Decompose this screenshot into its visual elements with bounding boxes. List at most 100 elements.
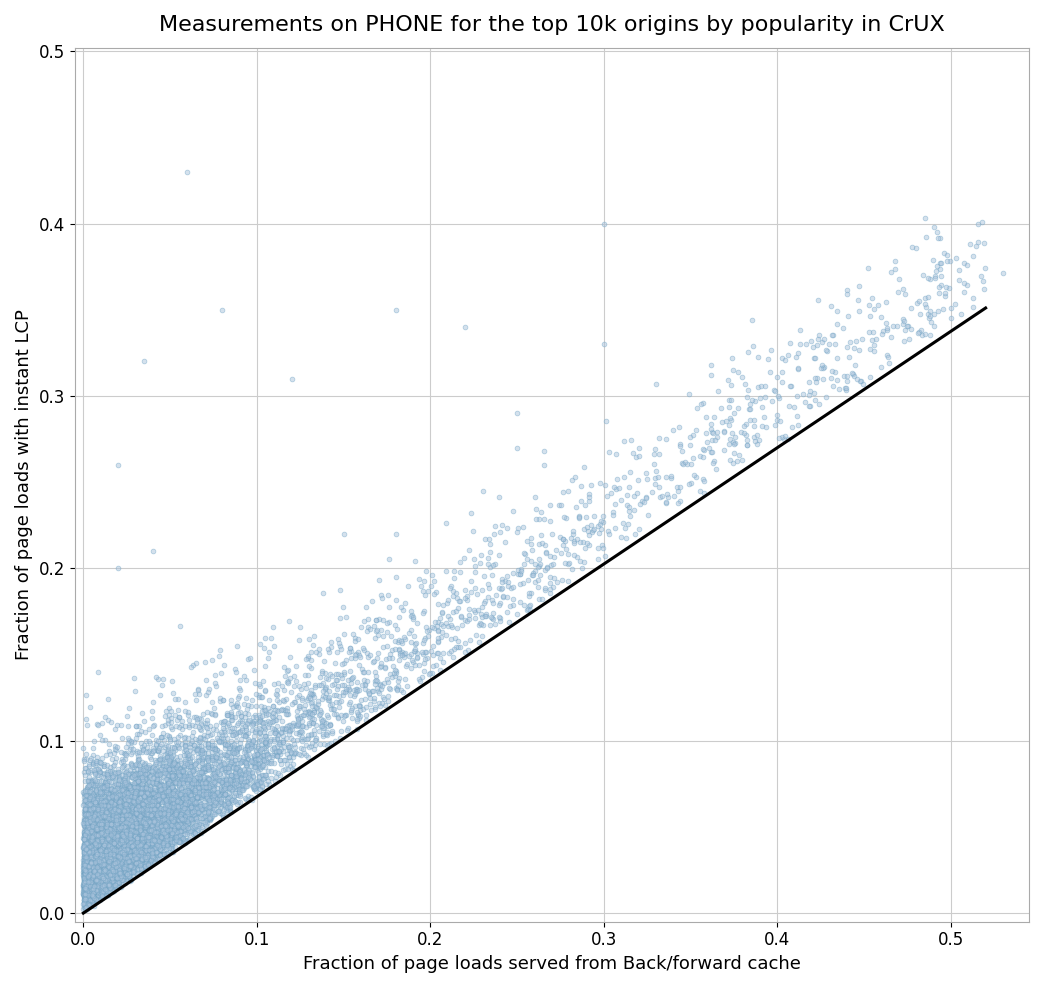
Point bbox=[315, 720, 332, 736]
Point bbox=[102, 794, 119, 810]
Point bbox=[124, 859, 141, 874]
Point bbox=[110, 836, 126, 852]
Point bbox=[97, 823, 114, 839]
Point bbox=[118, 841, 135, 857]
Point bbox=[109, 830, 125, 846]
Point bbox=[79, 835, 96, 851]
Point bbox=[77, 864, 94, 880]
Point bbox=[128, 811, 145, 827]
Point bbox=[116, 837, 133, 853]
Point bbox=[151, 800, 168, 816]
Point bbox=[120, 782, 137, 797]
Point bbox=[108, 850, 124, 865]
Point bbox=[165, 805, 182, 821]
Point bbox=[81, 881, 98, 897]
Point bbox=[100, 869, 117, 885]
Point bbox=[164, 836, 181, 852]
Point bbox=[103, 876, 120, 892]
Point bbox=[193, 786, 210, 802]
Point bbox=[143, 782, 160, 798]
Point bbox=[78, 812, 95, 828]
Point bbox=[79, 824, 96, 840]
Point bbox=[87, 840, 103, 856]
Point bbox=[132, 824, 148, 840]
Point bbox=[169, 765, 186, 781]
Point bbox=[119, 856, 136, 871]
Point bbox=[104, 864, 121, 879]
Point bbox=[171, 824, 188, 840]
Point bbox=[122, 837, 139, 853]
Point bbox=[186, 797, 203, 813]
Point bbox=[176, 817, 193, 833]
Point bbox=[143, 841, 160, 857]
Point bbox=[264, 699, 281, 714]
Point bbox=[146, 814, 163, 830]
Point bbox=[112, 865, 128, 881]
Point bbox=[97, 845, 114, 861]
Point bbox=[130, 853, 147, 868]
Point bbox=[474, 609, 491, 624]
Point bbox=[102, 871, 119, 887]
Point bbox=[184, 724, 200, 740]
Point bbox=[78, 794, 95, 810]
Point bbox=[150, 846, 167, 862]
Point bbox=[169, 806, 186, 822]
Point bbox=[173, 764, 190, 780]
Point bbox=[140, 829, 157, 845]
Point bbox=[124, 857, 141, 872]
Point bbox=[90, 874, 106, 890]
Point bbox=[112, 842, 128, 858]
Point bbox=[161, 808, 177, 824]
Point bbox=[123, 872, 140, 888]
Point bbox=[92, 873, 109, 889]
Point bbox=[88, 819, 104, 835]
Point bbox=[474, 583, 491, 599]
Point bbox=[172, 755, 189, 771]
Point bbox=[96, 827, 113, 843]
Point bbox=[145, 840, 162, 856]
Point bbox=[226, 739, 242, 755]
Point bbox=[143, 844, 160, 860]
Point bbox=[80, 859, 97, 874]
Point bbox=[204, 740, 220, 756]
Point bbox=[114, 869, 130, 885]
Point bbox=[113, 862, 129, 877]
Point bbox=[76, 867, 93, 883]
Point bbox=[437, 515, 454, 531]
Point bbox=[102, 816, 119, 832]
Point bbox=[84, 840, 100, 856]
Point bbox=[119, 848, 136, 864]
Point bbox=[125, 670, 142, 686]
Point bbox=[108, 790, 124, 806]
Point bbox=[85, 888, 101, 904]
Point bbox=[120, 810, 137, 826]
Point bbox=[198, 817, 215, 833]
Point bbox=[132, 844, 148, 860]
Point bbox=[137, 724, 153, 740]
Point bbox=[658, 431, 674, 447]
Point bbox=[97, 864, 114, 880]
Point bbox=[91, 876, 108, 892]
Point bbox=[111, 874, 127, 890]
Point bbox=[301, 704, 317, 720]
Point bbox=[137, 794, 153, 810]
Point bbox=[78, 835, 95, 851]
Point bbox=[108, 823, 124, 839]
Point bbox=[140, 842, 157, 858]
Point bbox=[129, 852, 146, 867]
Point bbox=[172, 809, 189, 825]
Point bbox=[183, 812, 199, 828]
Point bbox=[105, 852, 122, 867]
Point bbox=[180, 824, 196, 840]
Point bbox=[231, 778, 247, 793]
Point bbox=[129, 789, 146, 805]
Point bbox=[186, 790, 203, 806]
Point bbox=[282, 723, 299, 739]
Point bbox=[104, 871, 121, 887]
Point bbox=[267, 770, 284, 785]
Point bbox=[113, 812, 129, 828]
Point bbox=[590, 518, 607, 534]
Point bbox=[100, 789, 117, 805]
Point bbox=[80, 813, 97, 829]
Point bbox=[124, 831, 141, 847]
